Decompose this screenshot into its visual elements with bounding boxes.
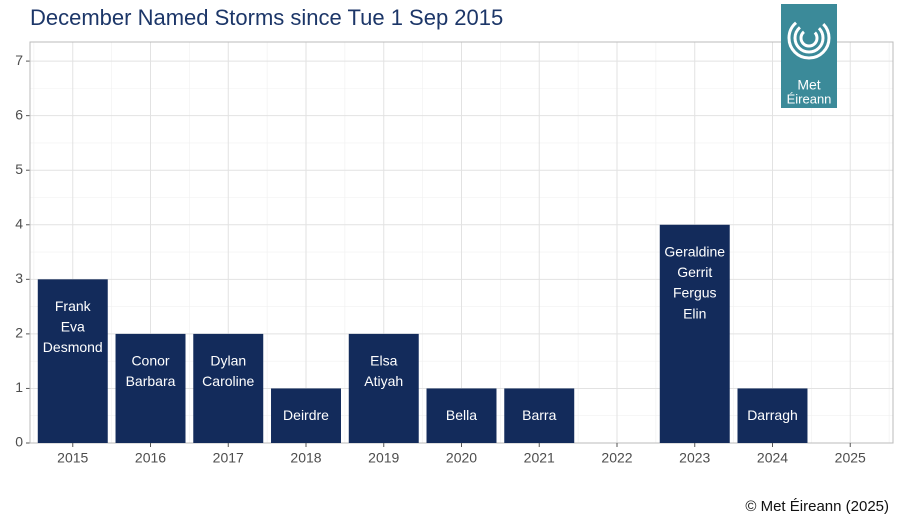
y-tick-label: 7 xyxy=(15,52,23,68)
x-tick-label: 2021 xyxy=(524,450,555,466)
storm-name: Elsa xyxy=(370,353,397,369)
bar xyxy=(504,388,575,443)
logo-text: Met xyxy=(797,77,820,93)
logo-swirl xyxy=(787,16,831,60)
storm-name: Geraldine xyxy=(664,243,725,259)
x-tick-label: 2024 xyxy=(757,450,788,466)
storm-name: Eva xyxy=(61,319,85,335)
storm-name: Barbara xyxy=(126,373,176,389)
bar xyxy=(193,333,264,443)
bar xyxy=(37,279,108,443)
bar xyxy=(348,333,419,443)
storm-name: Barra xyxy=(522,407,556,423)
x-tick-label: 2025 xyxy=(835,450,866,466)
storm-name: Frank xyxy=(55,298,92,314)
y-tick-label: 2 xyxy=(15,325,23,341)
storm-name: Conor xyxy=(131,353,169,369)
x-tick-label: 2022 xyxy=(601,450,632,466)
logo-swirl xyxy=(799,28,819,48)
logo-text: Éireann xyxy=(787,91,832,106)
storm-name: Dylan xyxy=(210,353,246,369)
logo-swirl xyxy=(793,22,825,54)
storm-name: Desmond xyxy=(43,339,103,355)
x-tick-label: 2023 xyxy=(679,450,710,466)
x-tick-label: 2016 xyxy=(135,450,166,466)
x-tick-label: 2017 xyxy=(213,450,244,466)
x-tick-label: 2020 xyxy=(446,450,477,466)
storm-name: Elin xyxy=(683,305,706,321)
y-tick-label: 4 xyxy=(15,215,23,231)
x-tick-label: 2015 xyxy=(57,450,88,466)
y-tick-label: 1 xyxy=(15,379,23,395)
storm-name: Bella xyxy=(446,407,477,423)
bar xyxy=(659,224,730,443)
bar xyxy=(271,388,341,443)
bar xyxy=(426,388,497,443)
storm-name: Caroline xyxy=(202,373,254,389)
bar xyxy=(737,388,808,443)
x-tick-label: 2018 xyxy=(290,450,321,466)
bar xyxy=(115,333,186,443)
chart-title: December Named Storms since Tue 1 Sep 20… xyxy=(30,5,503,30)
y-tick-label: 0 xyxy=(15,434,23,450)
storm-name: Atiyah xyxy=(364,373,403,389)
storm-name: Fergus xyxy=(673,285,717,301)
y-tick-label: 5 xyxy=(15,161,23,177)
caption: © Met Éireann (2025) xyxy=(745,498,889,515)
y-tick-label: 3 xyxy=(15,270,23,286)
x-tick-label: 2019 xyxy=(368,450,399,466)
y-tick-label: 6 xyxy=(15,106,23,122)
storm-name: Deirdre xyxy=(283,407,329,423)
storm-name: Gerrit xyxy=(677,264,712,280)
logo-box xyxy=(781,4,837,108)
storm-name: Darragh xyxy=(747,407,798,423)
